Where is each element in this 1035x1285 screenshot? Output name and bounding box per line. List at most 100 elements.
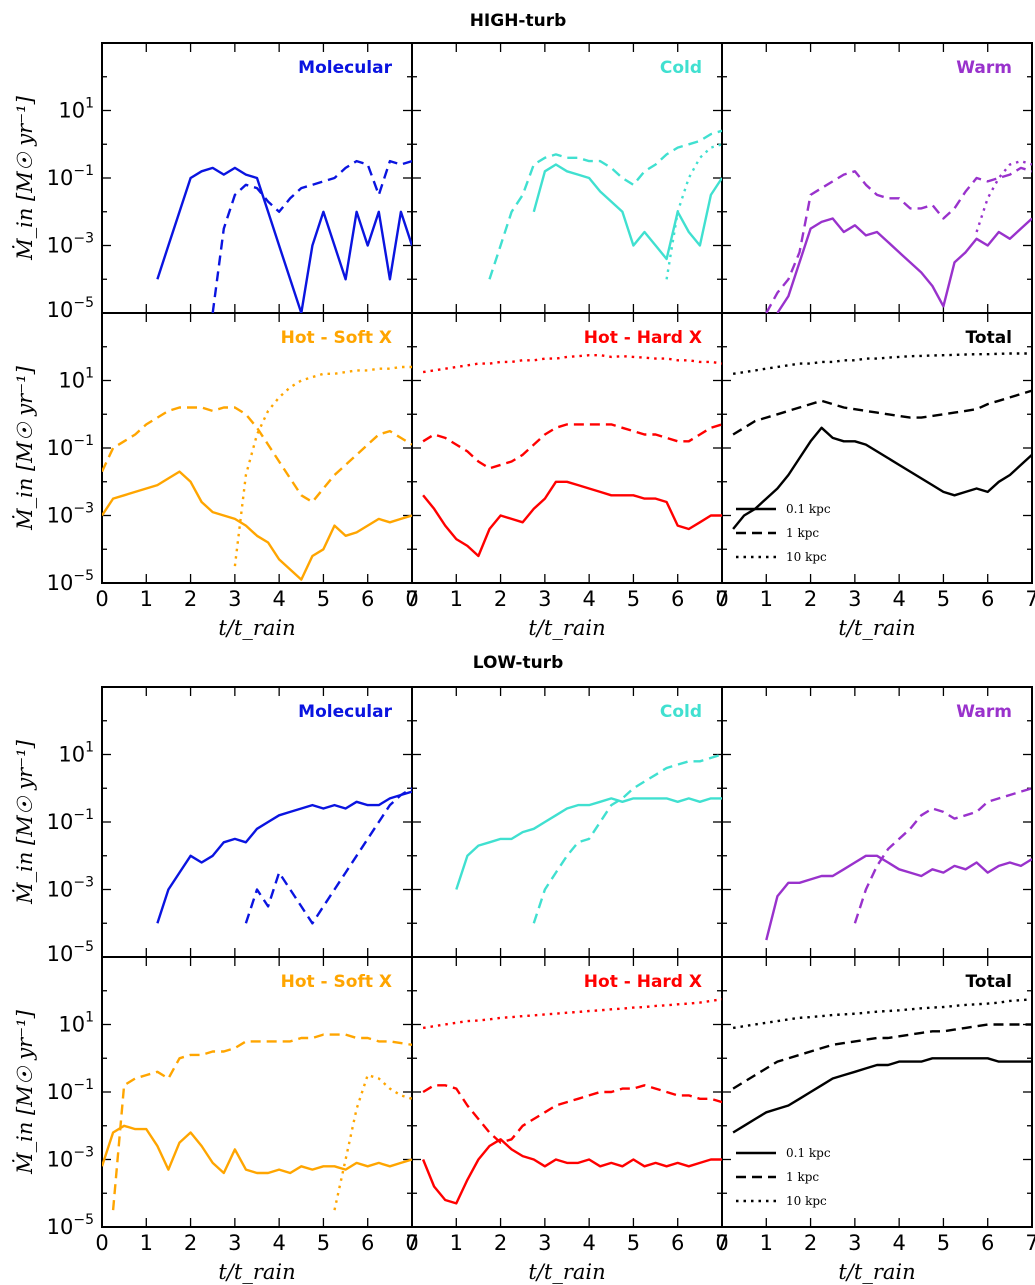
x-tick-label: 6 [981,587,994,611]
x-tick-label: 6 [361,1231,374,1255]
series-line-10-kpc [333,1073,412,1211]
series-line-10-kpc [422,354,722,374]
x-tick-label: 6 [671,587,684,611]
series-line-1-kpc [422,423,722,470]
series-line-1-kpc [765,166,1032,313]
series-line-1-kpc [211,159,412,313]
panel-title: Cold [660,702,702,722]
panel-title: Cold [660,58,702,78]
series-layer [102,129,1032,1211]
y-tick-label: 10−3 [47,231,94,258]
x-tick-label: 3 [538,1231,551,1255]
y-axis-label: Ṁ_in [M☉ yr⁻¹] [13,1009,37,1175]
x-tick-label: 1 [450,587,463,611]
x-tick-label: 5 [317,587,330,611]
panel-frame [411,686,723,958]
series-line-0p1-kpc [102,1124,412,1175]
x-tick-label: 3 [848,587,861,611]
x-axis-label: t/t_rain [218,616,295,640]
y-tick-label: 10−1 [47,1077,94,1104]
x-tick-label: 0 [95,587,108,611]
x-tick-label: 2 [184,1231,197,1255]
panel-title: Warm [956,702,1012,722]
y-tick-label: 10−5 [47,568,94,595]
x-tick-label: 1 [140,587,153,611]
y-tick-label: 10−5 [47,939,94,966]
x-tick-label: 5 [317,1231,330,1255]
x-tick-label: 7 [1025,1231,1035,1255]
panel-frame [101,956,413,1228]
panel-title: Warm [956,58,1012,78]
panel-frame [721,956,1033,1228]
y-tick-label: 10−3 [47,875,94,902]
x-tick-label: 0 [715,587,728,611]
x-axis-label: t/t_rain [838,616,915,640]
panel-title: Hot - Hard X [584,328,702,348]
x-axis-label: t/t_rain [838,1260,915,1284]
legend-label: 1 kpc [786,526,819,540]
series-line-0p1-kpc [732,426,1032,530]
x-tick-label: 7 [715,1231,728,1255]
x-tick-label: 1 [760,1231,773,1255]
x-tick-label: 2 [184,587,197,611]
x-tick-label: 3 [848,1231,861,1255]
x-tick-label: 5 [627,587,640,611]
series-line-0p1-kpc [765,854,1032,941]
legend-label: 10 kpc [786,550,827,564]
panel-title: Total [966,328,1012,348]
series-line-0p1-kpc [732,1057,1032,1134]
x-tick-label: 6 [981,1231,994,1255]
series-line-0p1-kpc [421,1138,722,1205]
y-axis-label: Ṁ_in [M☉ yr⁻¹] [13,365,37,531]
series-line-1-kpc [102,406,412,504]
series-line-10-kpc [665,143,722,280]
x-tick-label: 6 [671,1231,684,1255]
panels-layer [101,42,1033,1228]
x-tick-label: 6 [361,587,374,611]
x-tick-label: 4 [892,1231,905,1255]
x-tick-label: 0 [715,1231,728,1255]
series-line-1-kpc [732,389,1032,436]
x-tick-label: 2 [494,587,507,611]
legend-label: 1 kpc [786,1170,819,1184]
x-tick-label: 5 [937,587,950,611]
series-line-10-kpc [422,998,722,1030]
series-line-10-kpc [233,365,412,567]
labels-layer: HIGH-turbLOW-turbMolecular10110−110−310−… [13,11,1035,1284]
x-tick-label: 2 [804,1231,817,1255]
series-line-1-kpc [488,129,722,280]
y-tick-label: 101 [58,96,94,123]
x-tick-label: 4 [892,587,905,611]
x-tick-label: 7 [405,1231,418,1255]
x-tick-label: 0 [95,1231,108,1255]
x-tick-label: 0 [405,587,418,611]
series-line-0p1-kpc [102,470,412,581]
y-tick-label: 101 [58,1010,94,1037]
panel-title: Total [966,972,1012,992]
x-tick-label: 5 [937,1231,950,1255]
x-tick-label: 2 [804,587,817,611]
series-line-1-kpc [732,1023,1032,1090]
x-tick-label: 4 [272,1231,285,1255]
x-tick-label: 1 [450,1231,463,1255]
x-tick-label: 4 [272,587,285,611]
x-tick-label: 4 [582,1231,595,1255]
x-tick-label: 3 [538,587,551,611]
y-tick-label: 10−3 [47,1145,94,1172]
series-line-0p1-kpc [156,790,412,924]
legend-label: 0.1 kpc [786,1146,831,1160]
series-line-0p1-kpc [776,217,1032,313]
series-line-0p1-kpc [156,166,412,313]
panel-title: Molecular [298,58,392,78]
x-tick-label: 5 [627,1231,640,1255]
x-tick-label: 2 [494,1231,507,1255]
series-line-0p1-kpc [532,163,722,261]
panel-frame [101,686,413,958]
y-tick-label: 101 [58,366,94,393]
series-line-0p1-kpc [422,480,722,558]
y-tick-label: 10−1 [47,163,94,190]
legend-label: 0.1 kpc [786,502,831,516]
y-tick-label: 10−3 [47,501,94,528]
legend-label: 10 kpc [786,1194,827,1208]
